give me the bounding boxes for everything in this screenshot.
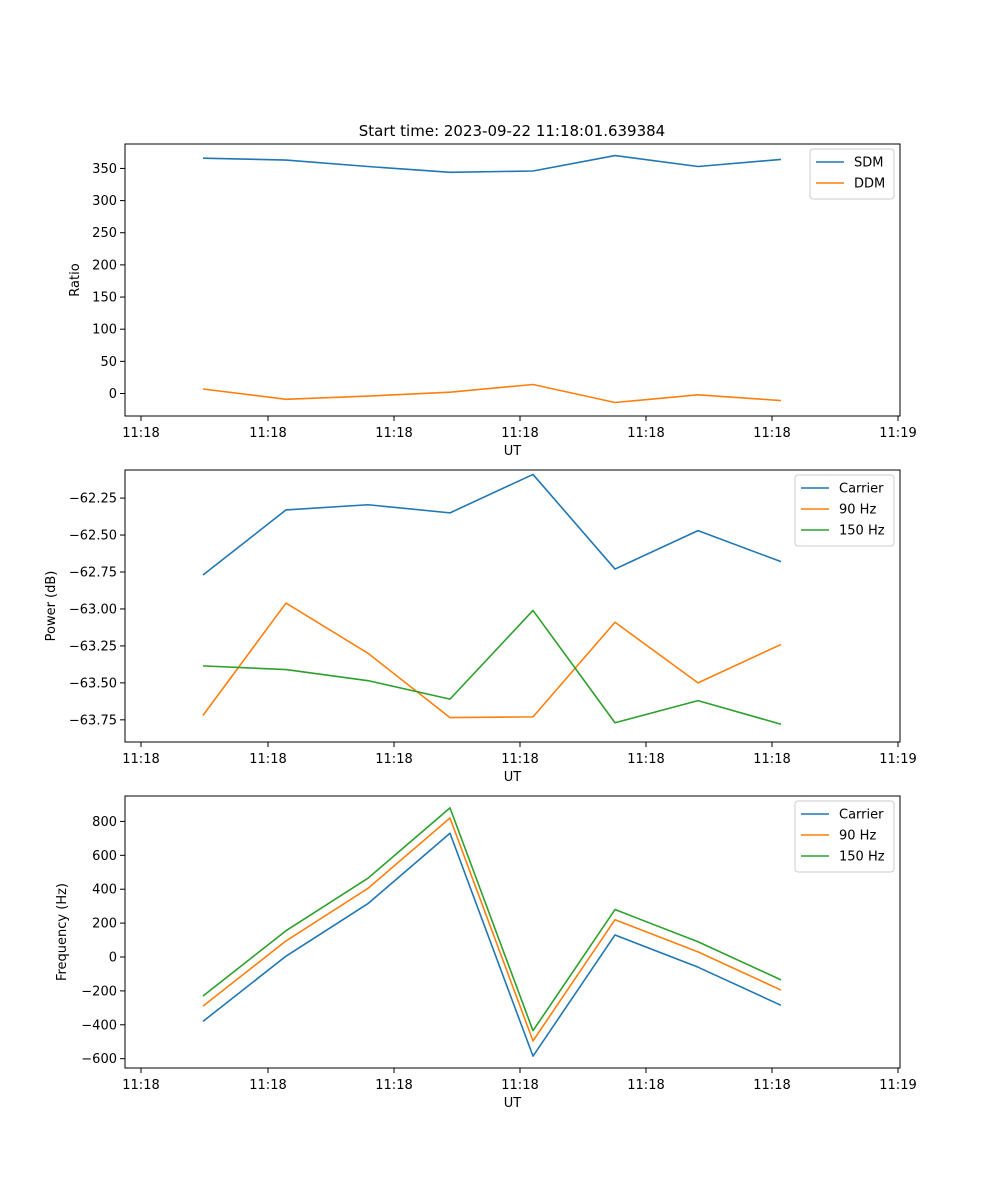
y-tick-label: −63.50: [69, 676, 117, 691]
series-line-150-hz: [202, 807, 782, 1032]
axes-frame: [124, 469, 901, 743]
x-tick-label: 11:18: [122, 1078, 159, 1093]
legend-entry: Carrier: [839, 808, 884, 823]
x-axis-label: UT: [504, 770, 522, 785]
y-tick-label: 100: [92, 323, 117, 338]
x-tick-label: 11:19: [879, 752, 916, 767]
legend-entry: 150 Hz: [839, 850, 885, 865]
legend-entry: 90 Hz: [839, 503, 876, 518]
legend-entry: 90 Hz: [839, 829, 876, 844]
x-axis-label: UT: [504, 1096, 522, 1111]
y-tick-label: 350: [92, 162, 117, 177]
y-tick-label: −200: [81, 984, 117, 999]
y-tick-label: 0: [109, 950, 117, 965]
x-tick-label: 11:18: [753, 1078, 790, 1093]
y-tick-label: 400: [92, 883, 117, 898]
legend-box: [794, 474, 895, 547]
y-tick-label: 0: [109, 387, 117, 402]
legend-entry: DDM: [854, 177, 885, 192]
axes-frame: [124, 143, 901, 417]
y-tick-label: 300: [92, 194, 117, 209]
y-tick-label: −63.25: [69, 639, 117, 654]
legend-box: [794, 800, 895, 873]
x-tick-label: 11:18: [249, 1078, 286, 1093]
chart-title: Start time: 2023-09-22 11:18:01.639384: [359, 122, 665, 140]
ratio-panel: 0 50 100 150 200 250 300 350 11:18 11:18 11:18 11:1…: [68, 143, 917, 459]
series-line-90-hz: [202, 817, 782, 1042]
series-line-150-hz: [202, 609, 782, 726]
y-tick-label: 200: [92, 258, 117, 273]
y-tick-label: −62.25: [69, 492, 117, 507]
y-tick-label: 800: [92, 815, 117, 830]
x-tick-label: 11:18: [249, 752, 286, 767]
x-tick-label: 11:18: [627, 1078, 664, 1093]
axes-frame: [124, 795, 901, 1069]
x-tick-label: 11:18: [375, 752, 412, 767]
series-line-sdm: [202, 154, 782, 174]
x-tick-label: 11:18: [122, 426, 159, 441]
y-tick-label: 600: [92, 849, 117, 864]
y-tick-label: −400: [81, 1018, 117, 1033]
x-tick-label: 11:18: [753, 752, 790, 767]
y-axis-label: Frequency (Hz): [55, 883, 70, 981]
y-tick-label: −600: [81, 1052, 117, 1067]
y-tick-label: −62.75: [69, 566, 117, 581]
x-axis-label: UT: [504, 444, 522, 459]
series-line-carrier: [202, 832, 782, 1057]
y-tick-label: 250: [92, 226, 117, 241]
x-tick-label: 11:18: [249, 426, 286, 441]
series-line-ddm: [202, 383, 782, 404]
x-tick-label: 11:19: [879, 426, 916, 441]
x-tick-label: 11:18: [753, 426, 790, 441]
x-tick-label: 11:19: [879, 1078, 916, 1093]
x-tick-label: 11:18: [627, 752, 664, 767]
x-tick-label: 11:18: [501, 752, 538, 767]
x-tick-label: 11:18: [122, 752, 159, 767]
frequency-panel: −600 −400 −200 0 200 400 600 800 11:18 11:18 11:18…: [55, 795, 917, 1111]
x-tick-label: 11:18: [375, 1078, 412, 1093]
y-tick-label: 150: [92, 291, 117, 306]
x-tick-label: 11:18: [501, 426, 538, 441]
y-tick-label: −62.50: [69, 529, 117, 544]
x-tick-label: 11:18: [627, 426, 664, 441]
y-axis-label: Ratio: [68, 263, 83, 296]
legend-entry: 150 Hz: [839, 524, 885, 539]
y-tick-label: −63.75: [69, 713, 117, 728]
x-tick-label: 11:18: [375, 426, 412, 441]
power-panel: −63.75 −63.50 −63.25 −63.00 −62.75 −62.50 −62.…: [44, 469, 917, 785]
y-tick-label: 50: [100, 355, 117, 370]
y-tick-label: 200: [92, 917, 117, 932]
y-axis-label: Power (dB): [44, 571, 59, 642]
legend-entry: SDM: [854, 156, 883, 171]
y-tick-label: −63.00: [69, 602, 117, 617]
series-line-90-hz: [202, 602, 782, 719]
x-tick-label: 11:18: [501, 1078, 538, 1093]
series-line-carrier: [202, 473, 782, 576]
legend-entry: Carrier: [839, 482, 884, 497]
